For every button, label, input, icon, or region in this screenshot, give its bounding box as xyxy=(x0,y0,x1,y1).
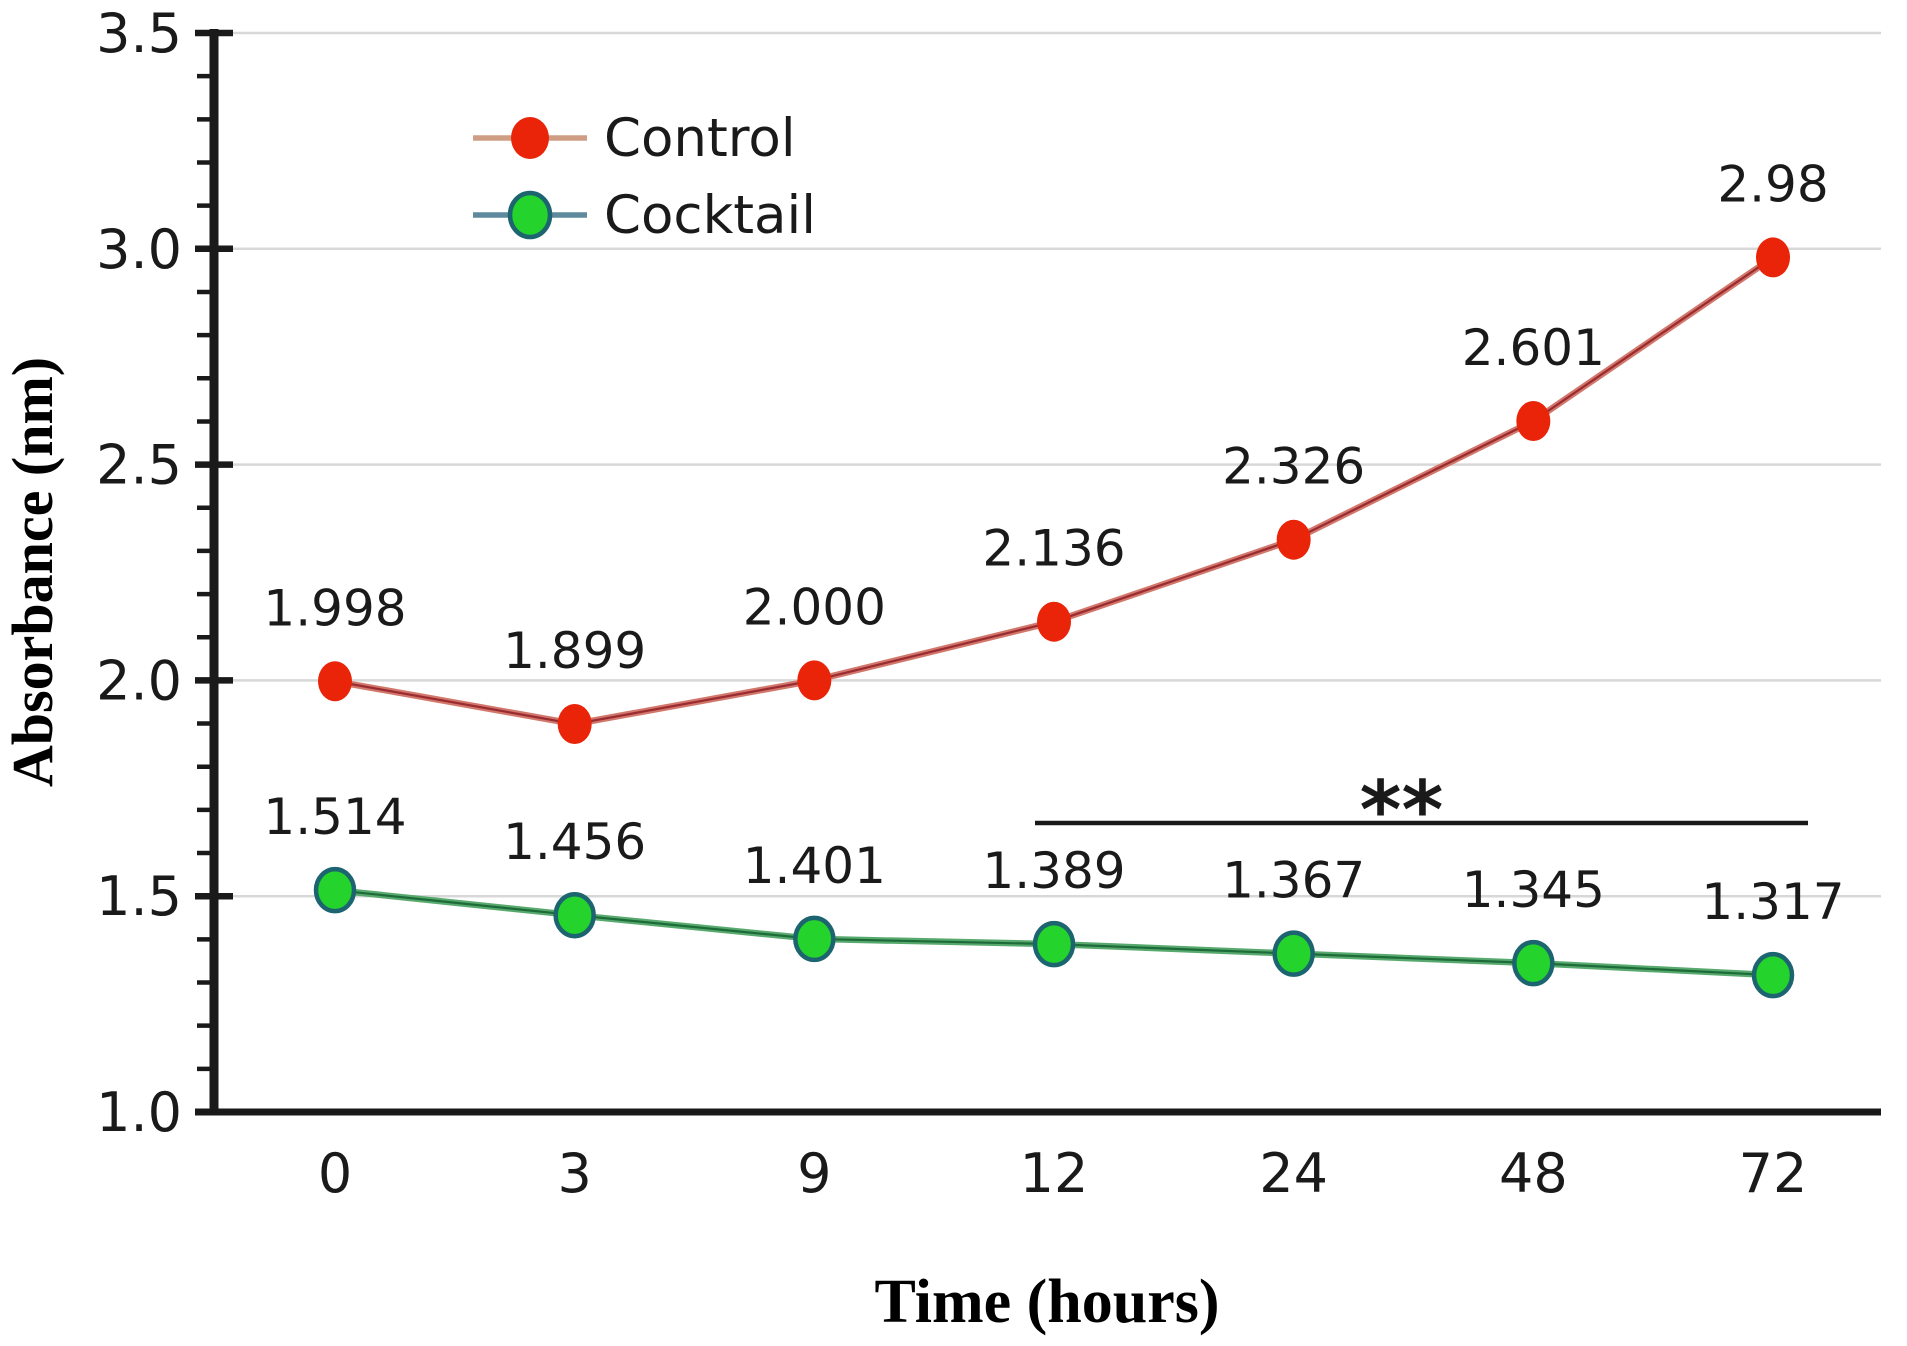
data-label-cocktail: 1.317 xyxy=(1701,873,1844,931)
axes: 3.5 3.0 2.5 2.0 1.5 1.0 0 3 9 12 24 48 72 xyxy=(96,2,1881,1205)
data-labels: 1.998 1.899 2.000 2.136 2.326 2.601 2.98 1.514 1… xyxy=(263,155,1844,931)
x-tick-label: 48 xyxy=(1499,1142,1568,1205)
data-label-control: 2.601 xyxy=(1462,319,1605,377)
x-tick-label: 9 xyxy=(797,1142,831,1205)
data-label-control: 1.998 xyxy=(263,579,406,637)
legend-label-cocktail: Cocktail xyxy=(604,185,816,246)
gridlines xyxy=(218,31,1881,898)
data-point-marker-control xyxy=(318,661,352,702)
data-point-marker-control xyxy=(557,703,592,744)
data-point-marker-cocktail xyxy=(313,866,357,914)
legend-marker-cocktail xyxy=(507,190,553,240)
significance-stars: ** xyxy=(1360,764,1444,857)
data-label-cocktail: 1.345 xyxy=(1462,861,1605,919)
data-label-cocktail: 1.456 xyxy=(503,813,646,871)
y-tick-label: 1.5 xyxy=(96,865,182,928)
data-label-control: 2.136 xyxy=(982,520,1125,578)
data-point-marker-cocktail xyxy=(793,915,836,963)
y-tick-label: 2.0 xyxy=(96,649,182,712)
x-tick-label: 12 xyxy=(1020,1142,1089,1205)
data-point-marker-control xyxy=(1037,601,1071,642)
data-label-cocktail: 1.514 xyxy=(263,788,406,846)
y-tick-label: 1.0 xyxy=(96,1081,182,1144)
data-label-control: 2.98 xyxy=(1717,155,1828,213)
x-tick-label: 3 xyxy=(557,1142,591,1205)
legend: Control Cocktail xyxy=(473,108,816,246)
x-axis-title: Time (hours) xyxy=(874,1268,1219,1336)
data-point-marker-control xyxy=(1756,237,1790,278)
data-label-control: 2.000 xyxy=(743,578,886,636)
data-point-marker-control xyxy=(1276,519,1311,560)
data-label-cocktail: 1.367 xyxy=(1222,852,1365,910)
x-tick-label: 72 xyxy=(1739,1142,1808,1205)
data-label-control: 2.326 xyxy=(1222,438,1365,496)
data-point-marker-cocktail xyxy=(1032,920,1076,968)
legend-marker-control xyxy=(511,117,549,159)
y-axis-title: Absorbance (nm) xyxy=(0,357,65,787)
y-tick-label: 3.0 xyxy=(96,218,182,281)
data-label-cocktail: 1.389 xyxy=(982,842,1125,900)
x-tick-label: 0 xyxy=(318,1142,352,1205)
significance-annotation: ** xyxy=(1035,764,1808,857)
data-point-marker-cocktail xyxy=(1751,951,1795,999)
legend-label-control: Control xyxy=(604,108,796,169)
data-point-marker-cocktail xyxy=(1272,930,1315,977)
series-layer xyxy=(313,237,1795,999)
data-point-marker-cocktail xyxy=(1512,939,1555,987)
data-point-marker-control xyxy=(1516,401,1551,442)
x-tick-label: 24 xyxy=(1259,1142,1328,1205)
data-point-marker-cocktail xyxy=(553,891,596,939)
data-label-control: 1.899 xyxy=(503,622,646,680)
y-tick-label: 2.5 xyxy=(96,434,182,497)
data-label-cocktail: 1.401 xyxy=(743,837,886,895)
y-tick-label: 3.5 xyxy=(96,2,182,65)
data-point-marker-control xyxy=(797,660,832,701)
